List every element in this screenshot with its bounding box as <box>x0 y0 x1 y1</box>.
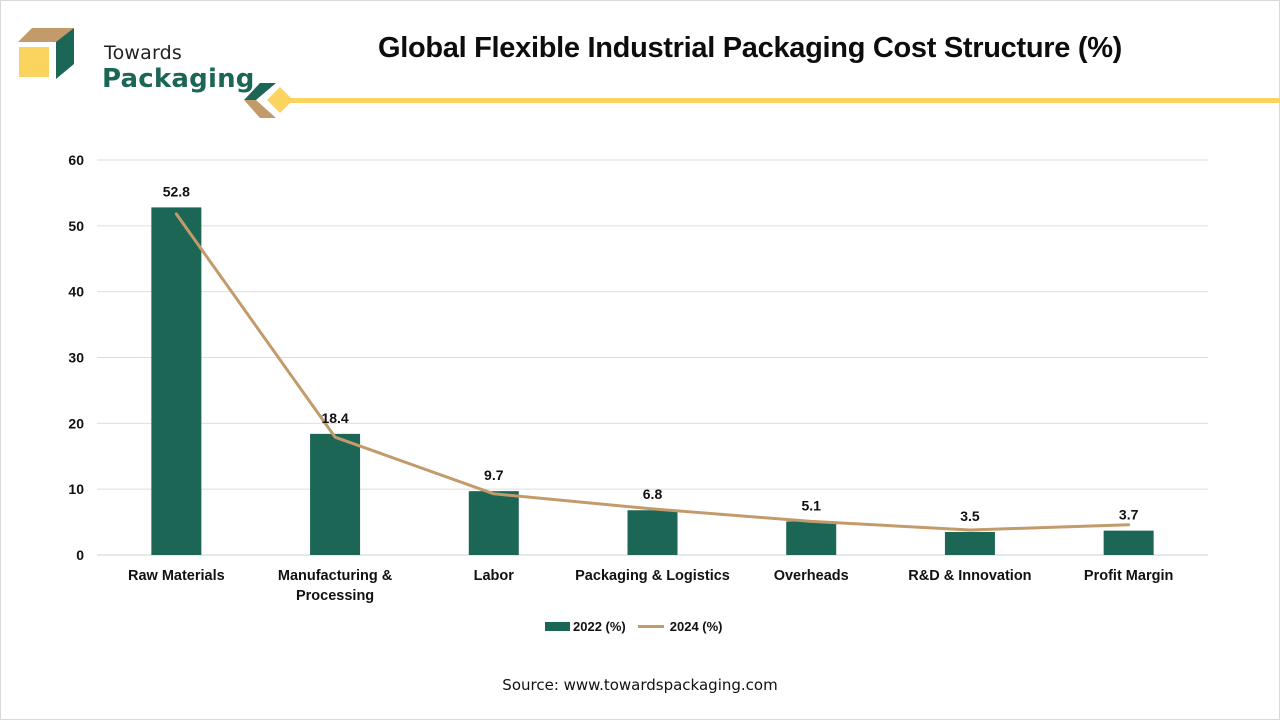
x-tick-label: Profit Margin <box>1084 568 1173 584</box>
x-tick-label: Manufacturing & <box>278 568 393 584</box>
title-divider <box>244 83 1280 118</box>
y-tick-label: 10 <box>68 481 84 497</box>
y-tick-label: 40 <box>68 284 84 300</box>
legend-swatch-bar <box>545 621 570 631</box>
line-2024 <box>174 212 1131 532</box>
data-label: 6.8 <box>643 486 663 502</box>
source-note: Source: www.towardspackaging.com <box>502 676 778 694</box>
brand-name-line2: Packaging <box>102 64 255 94</box>
divider-chevron-top-icon <box>244 83 276 100</box>
data-label: 5.1 <box>801 497 821 513</box>
legend-item-2022: 2022 (%) <box>545 619 626 634</box>
bar-2022 <box>468 491 519 555</box>
bar-2022 <box>310 433 361 555</box>
y-tick-label: 30 <box>68 350 84 366</box>
y-tick-label: 20 <box>68 415 84 431</box>
data-label: 3.5 <box>960 508 980 524</box>
logo-box-icon <box>18 28 74 79</box>
x-tick-label: Overheads <box>774 568 849 584</box>
brand-name-line1: Towards <box>104 42 183 64</box>
data-label: 52.8 <box>163 183 190 199</box>
bar-2022 <box>151 207 202 555</box>
legend-item-2024: 2024 (%) <box>637 618 723 634</box>
chart-title: Global Flexible Industrial Packaging Cos… <box>377 32 1123 64</box>
y-tick-label: 0 <box>76 547 84 563</box>
data-label: 3.7 <box>1119 507 1139 523</box>
bar-2022 <box>786 521 837 555</box>
legend-label-2024: 2024 (%) <box>669 618 723 634</box>
divider-diamond-icon <box>267 87 293 113</box>
bar-2022 <box>627 510 678 555</box>
x-tick-label: Packaging & Logistics <box>575 568 730 584</box>
divider-line <box>290 98 1280 103</box>
x-tick-label: R&D & Innovation <box>908 568 1031 584</box>
legend-label-2022: 2022 (%) <box>573 618 626 634</box>
data-label: 18.4 <box>321 410 348 426</box>
bar-2022 <box>1103 530 1154 555</box>
bar-2022 <box>944 531 995 555</box>
chart-legend: 2022 (%) 2024 (%) <box>545 617 723 635</box>
data-label: 9.7 <box>484 467 504 483</box>
x-tick-label: Labor <box>474 568 515 584</box>
y-tick-label: 60 <box>68 152 84 168</box>
legend-swatch-line <box>637 624 664 628</box>
x-tick-label: Raw Materials <box>128 568 225 584</box>
y-tick-label: 50 <box>68 218 84 234</box>
divider-chevron-bottom-icon <box>244 100 276 118</box>
brand-logo: Towards Packaging <box>18 22 254 94</box>
x-tick-label: Processing <box>296 588 374 604</box>
